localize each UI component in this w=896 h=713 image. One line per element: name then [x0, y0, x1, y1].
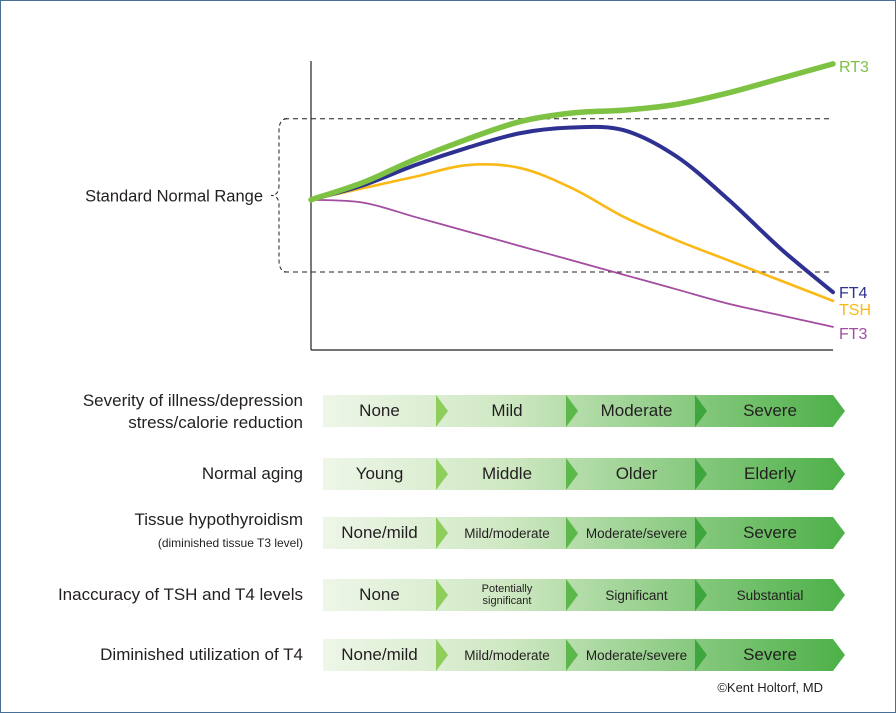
scale-label-line: Severity of illness/depression	[83, 391, 303, 410]
band-segment-label: None/mild	[323, 517, 436, 549]
band-segment-label: Middle	[448, 458, 566, 490]
scale-label-line: Inaccuracy of TSH and T4 levels	[58, 585, 303, 604]
scale-band-inaccuracy: None Potentially significant Significant Su…	[323, 579, 845, 611]
series-line-rt3	[311, 64, 833, 200]
series-label-rt3: RT3	[839, 59, 869, 76]
scale-band-aging: Young Middle Older Elderly	[323, 458, 845, 490]
scale-label-line: Diminished utilization of T4	[100, 645, 303, 664]
band-segment-label: Potentially significant	[448, 579, 566, 611]
band-segment-label: None	[323, 579, 436, 611]
band-segment-label: Severe	[707, 395, 833, 427]
scale-label-severity: Severity of illness/depression stress/ca…	[83, 390, 303, 434]
band-segment-label: Severe	[707, 517, 833, 549]
band-segment-label: Older	[578, 458, 695, 490]
series-label-tsh: TSH	[839, 302, 871, 319]
scale-band-utilization: None/mild Mild/moderate Moderate/severe Sev…	[323, 639, 845, 671]
series-label-ft4: FT4	[839, 285, 868, 302]
credit-text: ©Kent Holtorf, MD	[717, 680, 823, 695]
series-line-tsh	[311, 164, 833, 301]
normal-range-brace	[271, 119, 287, 272]
band-segment-label: None	[323, 395, 436, 427]
series-label-ft3: FT3	[839, 326, 868, 343]
band-segment-label: Severe	[707, 639, 833, 671]
band-segment-label: Elderly	[707, 458, 833, 490]
band-segment-label: Young	[323, 458, 436, 490]
band-segment-label: Mild/moderate	[448, 517, 566, 549]
scale-label-subline: (diminished tissue T3 level)	[158, 536, 303, 550]
scale-label-line: stress/calorie reduction	[128, 413, 303, 432]
scale-band-severity: None Mild Moderate Severe	[323, 395, 845, 427]
band-segment-label: None/mild	[323, 639, 436, 671]
band-segment-label: Significant	[578, 579, 695, 611]
scale-label-line: Normal aging	[202, 464, 303, 483]
band-segment-label: Mild/moderate	[448, 639, 566, 671]
scale-label-tissue: Tissue hypothyroidism (diminished tissue…	[135, 509, 304, 554]
band-segment-label: Moderate/severe	[578, 517, 695, 549]
scale-band-tissue: None/mild Mild/moderate Moderate/severe Sev…	[323, 517, 845, 549]
scale-label-utilization: Diminished utilization of T4	[100, 644, 303, 666]
scale-label-aging: Normal aging	[202, 463, 303, 485]
band-segment-label: Mild	[448, 395, 566, 427]
band-segment-label: Moderate/severe	[578, 639, 695, 671]
band-segment-label: Substantial	[707, 579, 833, 611]
normal-range-label: Standard Normal Range	[85, 187, 263, 205]
series-line-ft3	[311, 200, 833, 327]
scale-label-line: Tissue hypothyroidism	[135, 510, 304, 529]
band-segment-label: Moderate	[578, 395, 695, 427]
scale-label-inaccuracy: Inaccuracy of TSH and T4 levels	[58, 584, 303, 606]
